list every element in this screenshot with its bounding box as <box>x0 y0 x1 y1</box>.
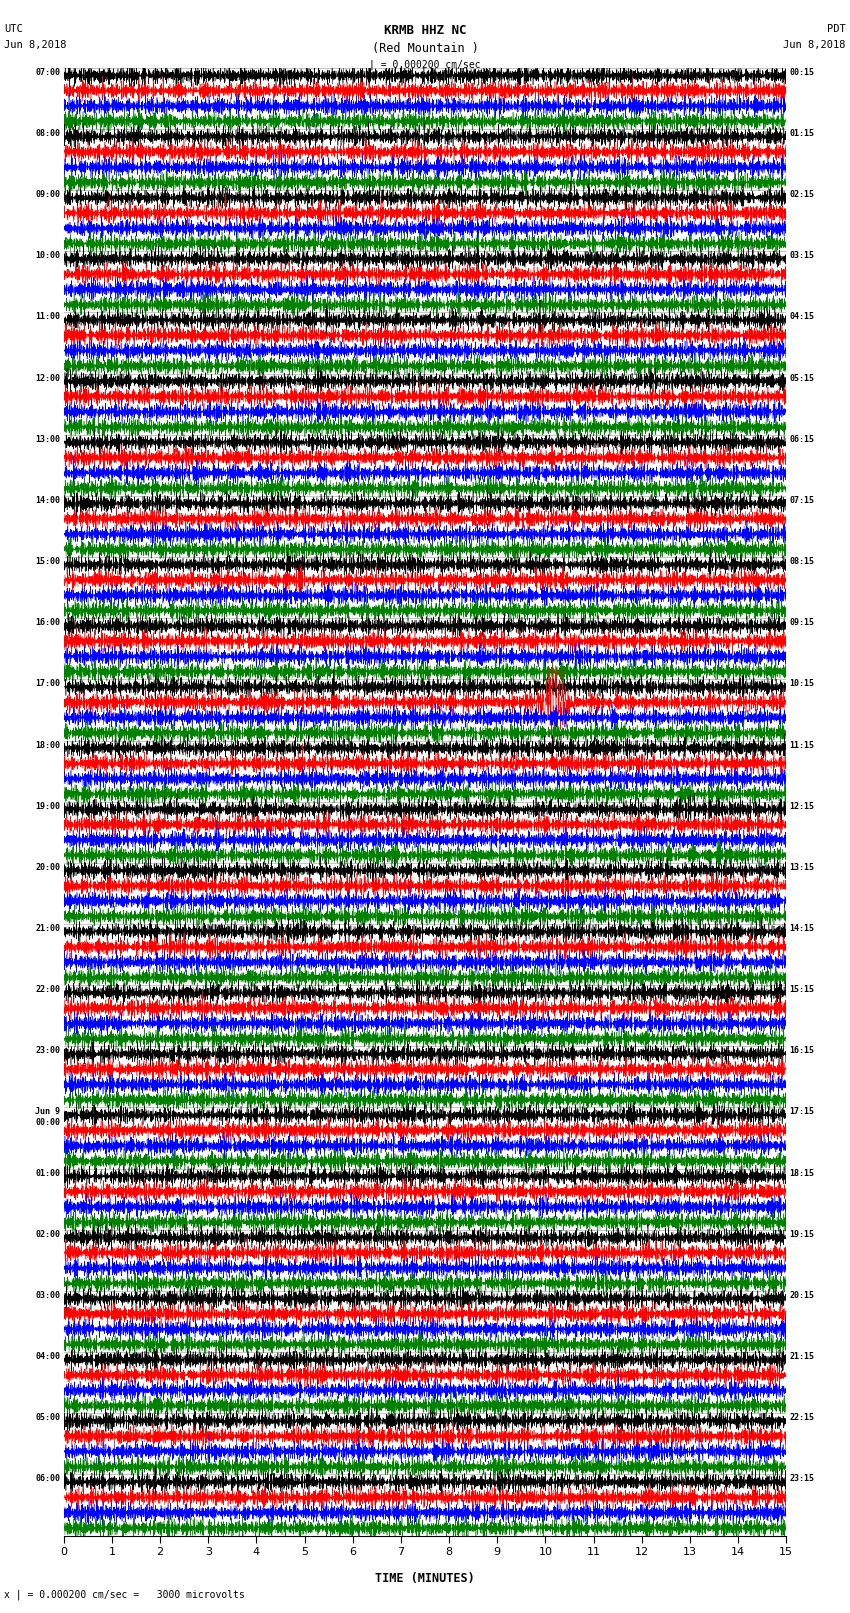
Text: 17:15: 17:15 <box>790 1108 814 1116</box>
Text: 21:15: 21:15 <box>790 1352 814 1361</box>
Text: 17:00: 17:00 <box>36 679 60 689</box>
Text: 12:15: 12:15 <box>790 802 814 811</box>
Text: 16:00: 16:00 <box>36 618 60 627</box>
Text: 07:15: 07:15 <box>790 495 814 505</box>
Text: 11:15: 11:15 <box>790 740 814 750</box>
Text: 15:15: 15:15 <box>790 986 814 994</box>
Text: 06:00: 06:00 <box>36 1474 60 1484</box>
Text: 09:00: 09:00 <box>36 190 60 198</box>
Text: 04:00: 04:00 <box>36 1352 60 1361</box>
Text: 20:00: 20:00 <box>36 863 60 871</box>
Text: 13:15: 13:15 <box>790 863 814 871</box>
Text: 02:00: 02:00 <box>36 1229 60 1239</box>
Text: 23:15: 23:15 <box>790 1474 814 1484</box>
Text: 01:15: 01:15 <box>790 129 814 137</box>
Text: 15:00: 15:00 <box>36 556 60 566</box>
Text: 05:00: 05:00 <box>36 1413 60 1423</box>
Text: 22:15: 22:15 <box>790 1413 814 1423</box>
Text: 18:00: 18:00 <box>36 740 60 750</box>
Text: 12:00: 12:00 <box>36 374 60 382</box>
X-axis label: TIME (MINUTES): TIME (MINUTES) <box>375 1573 475 1586</box>
Text: 20:15: 20:15 <box>790 1290 814 1300</box>
Text: 08:15: 08:15 <box>790 556 814 566</box>
Text: KRMB HHZ NC: KRMB HHZ NC <box>383 24 467 37</box>
Text: 03:00: 03:00 <box>36 1290 60 1300</box>
Text: 03:15: 03:15 <box>790 252 814 260</box>
Text: 19:15: 19:15 <box>790 1229 814 1239</box>
Text: x | = 0.000200 cm/sec =   3000 microvolts: x | = 0.000200 cm/sec = 3000 microvolts <box>4 1589 245 1600</box>
Text: 18:15: 18:15 <box>790 1168 814 1177</box>
Text: Jun 8,2018: Jun 8,2018 <box>4 40 67 50</box>
Text: | = 0.000200 cm/sec: | = 0.000200 cm/sec <box>369 60 481 71</box>
Text: 02:15: 02:15 <box>790 190 814 198</box>
Text: UTC: UTC <box>4 24 23 34</box>
Text: 00:15: 00:15 <box>790 68 814 77</box>
Text: 04:15: 04:15 <box>790 313 814 321</box>
Text: 13:00: 13:00 <box>36 436 60 444</box>
Text: 09:15: 09:15 <box>790 618 814 627</box>
Text: 14:15: 14:15 <box>790 924 814 932</box>
Text: 19:00: 19:00 <box>36 802 60 811</box>
Text: 16:15: 16:15 <box>790 1047 814 1055</box>
Text: Jun 9
00:00: Jun 9 00:00 <box>36 1108 60 1127</box>
Text: (Red Mountain ): (Red Mountain ) <box>371 42 479 55</box>
Text: Jun 8,2018: Jun 8,2018 <box>783 40 846 50</box>
Text: 08:00: 08:00 <box>36 129 60 137</box>
Text: 11:00: 11:00 <box>36 313 60 321</box>
Text: 01:00: 01:00 <box>36 1168 60 1177</box>
Text: 06:15: 06:15 <box>790 436 814 444</box>
Text: 10:15: 10:15 <box>790 679 814 689</box>
Text: 14:00: 14:00 <box>36 495 60 505</box>
Text: 22:00: 22:00 <box>36 986 60 994</box>
Text: 05:15: 05:15 <box>790 374 814 382</box>
Text: 07:00: 07:00 <box>36 68 60 77</box>
Text: 10:00: 10:00 <box>36 252 60 260</box>
Text: 21:00: 21:00 <box>36 924 60 932</box>
Text: PDT: PDT <box>827 24 846 34</box>
Text: 23:00: 23:00 <box>36 1047 60 1055</box>
